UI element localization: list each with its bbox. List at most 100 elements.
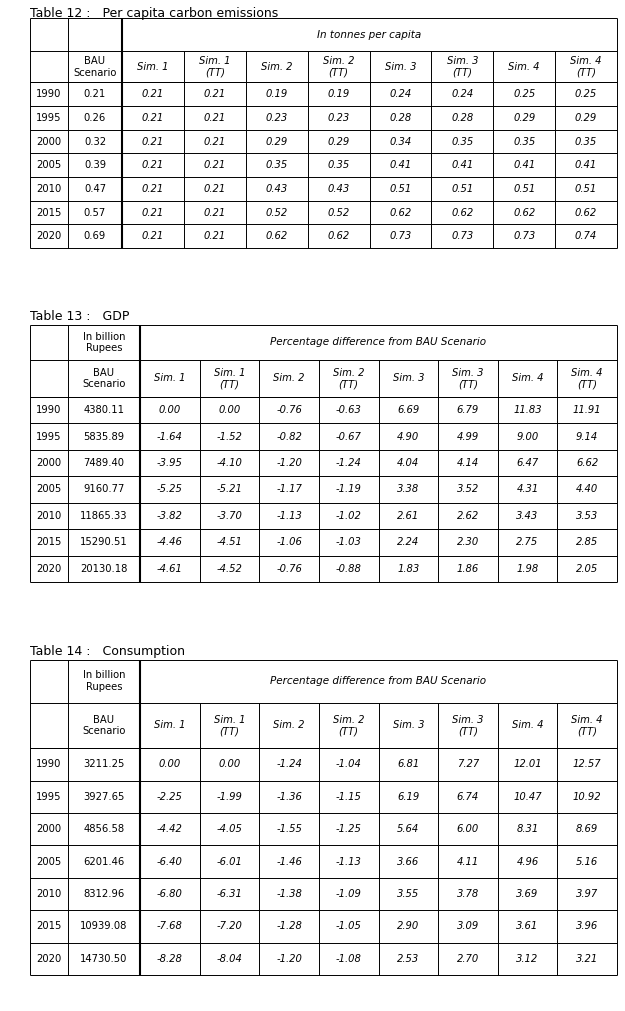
Text: 10.92: 10.92 bbox=[573, 792, 601, 802]
Text: -1.19: -1.19 bbox=[336, 484, 362, 494]
Text: -2.25: -2.25 bbox=[157, 792, 182, 802]
Text: 1.86: 1.86 bbox=[457, 564, 479, 574]
Text: -1.28: -1.28 bbox=[276, 921, 302, 931]
Text: 0.21: 0.21 bbox=[204, 207, 226, 217]
Text: 7.27: 7.27 bbox=[457, 759, 479, 769]
Text: 2005: 2005 bbox=[36, 160, 62, 170]
Text: 3211.25: 3211.25 bbox=[83, 759, 125, 769]
Text: Sim. 2
(TT): Sim. 2 (TT) bbox=[333, 368, 364, 389]
Text: 1.83: 1.83 bbox=[398, 564, 419, 574]
Text: Sim. 4: Sim. 4 bbox=[512, 721, 543, 730]
Text: In tonnes per capita: In tonnes per capita bbox=[318, 29, 422, 39]
Text: 8.31: 8.31 bbox=[516, 824, 539, 834]
Text: 0.51: 0.51 bbox=[451, 184, 474, 194]
Text: 2010: 2010 bbox=[36, 889, 62, 899]
Text: 3.66: 3.66 bbox=[398, 856, 419, 866]
Text: 1990: 1990 bbox=[36, 405, 62, 416]
Text: 2.05: 2.05 bbox=[576, 564, 598, 574]
Text: 0.47: 0.47 bbox=[84, 184, 106, 194]
Text: -4.52: -4.52 bbox=[216, 564, 242, 574]
Text: 0.21: 0.21 bbox=[204, 89, 226, 99]
Text: 0.19: 0.19 bbox=[266, 89, 288, 99]
Text: 0.23: 0.23 bbox=[328, 113, 350, 123]
Text: 0.51: 0.51 bbox=[389, 184, 412, 194]
Text: 6.69: 6.69 bbox=[398, 405, 419, 416]
Text: 0.21: 0.21 bbox=[142, 207, 164, 217]
Text: 0.73: 0.73 bbox=[389, 232, 412, 242]
Text: -1.24: -1.24 bbox=[276, 759, 302, 769]
Text: 4.96: 4.96 bbox=[516, 856, 539, 866]
Text: 3.97: 3.97 bbox=[576, 889, 598, 899]
Text: Sim. 1: Sim. 1 bbox=[154, 721, 186, 730]
Text: -0.63: -0.63 bbox=[336, 405, 362, 416]
Text: 0.62: 0.62 bbox=[575, 207, 598, 217]
Text: 1.98: 1.98 bbox=[516, 564, 539, 574]
Text: 0.41: 0.41 bbox=[451, 160, 474, 170]
Text: -5.25: -5.25 bbox=[157, 484, 182, 494]
Text: 11865.33: 11865.33 bbox=[80, 511, 128, 521]
Text: -8.04: -8.04 bbox=[216, 953, 242, 963]
Text: -1.05: -1.05 bbox=[336, 921, 362, 931]
Text: 11.91: 11.91 bbox=[573, 405, 601, 416]
Text: 4.31: 4.31 bbox=[516, 484, 539, 494]
Text: 1995: 1995 bbox=[36, 432, 62, 442]
Text: -6.01: -6.01 bbox=[216, 856, 242, 866]
Text: Percentage difference from BAU Scenario: Percentage difference from BAU Scenario bbox=[271, 338, 487, 348]
Text: 0.35: 0.35 bbox=[575, 136, 598, 147]
Text: 0.41: 0.41 bbox=[389, 160, 412, 170]
Text: -3.95: -3.95 bbox=[157, 458, 182, 468]
Text: BAU
Scenario: BAU Scenario bbox=[82, 368, 126, 389]
Text: 0.52: 0.52 bbox=[266, 207, 288, 217]
Text: Sim. 4
(TT): Sim. 4 (TT) bbox=[571, 56, 602, 78]
Text: -3.70: -3.70 bbox=[216, 511, 242, 521]
Text: 0.00: 0.00 bbox=[159, 405, 181, 416]
Text: BAU
Scenario: BAU Scenario bbox=[82, 715, 126, 736]
Text: -4.46: -4.46 bbox=[157, 538, 182, 547]
Text: 6.79: 6.79 bbox=[457, 405, 479, 416]
Text: 2.24: 2.24 bbox=[398, 538, 419, 547]
Text: Sim. 1
(TT): Sim. 1 (TT) bbox=[214, 368, 245, 389]
Text: 2000: 2000 bbox=[36, 458, 61, 468]
Text: 0.21: 0.21 bbox=[204, 160, 226, 170]
Text: 0.00: 0.00 bbox=[159, 759, 181, 769]
Text: 0.21: 0.21 bbox=[142, 160, 164, 170]
Text: -4.10: -4.10 bbox=[216, 458, 242, 468]
Text: 0.34: 0.34 bbox=[389, 136, 412, 147]
Text: In billion
Rupees: In billion Rupees bbox=[82, 670, 125, 693]
Text: -1.55: -1.55 bbox=[276, 824, 302, 834]
Text: -1.25: -1.25 bbox=[336, 824, 362, 834]
Text: 8.69: 8.69 bbox=[576, 824, 598, 834]
Text: 0.21: 0.21 bbox=[204, 113, 226, 123]
Text: 0.43: 0.43 bbox=[266, 184, 288, 194]
Text: Sim. 3: Sim. 3 bbox=[392, 373, 424, 383]
Text: Percentage difference from BAU Scenario: Percentage difference from BAU Scenario bbox=[271, 676, 487, 686]
Text: Sim. 1
(TT): Sim. 1 (TT) bbox=[199, 56, 231, 78]
Text: Sim. 1: Sim. 1 bbox=[138, 62, 169, 72]
Text: 0.35: 0.35 bbox=[451, 136, 474, 147]
Text: 6.81: 6.81 bbox=[398, 759, 419, 769]
Text: -0.76: -0.76 bbox=[276, 405, 302, 416]
Text: 0.35: 0.35 bbox=[328, 160, 350, 170]
Text: 3.55: 3.55 bbox=[398, 889, 419, 899]
Text: 3.53: 3.53 bbox=[576, 511, 598, 521]
Text: 4.14: 4.14 bbox=[457, 458, 479, 468]
Text: 7489.40: 7489.40 bbox=[84, 458, 124, 468]
Text: 2.90: 2.90 bbox=[398, 921, 419, 931]
Text: 0.35: 0.35 bbox=[266, 160, 288, 170]
Text: -1.04: -1.04 bbox=[336, 759, 362, 769]
Text: -4.42: -4.42 bbox=[157, 824, 182, 834]
Text: 3.21: 3.21 bbox=[576, 953, 598, 963]
Text: 0.52: 0.52 bbox=[328, 207, 350, 217]
Text: -7.68: -7.68 bbox=[157, 921, 182, 931]
Text: 5.16: 5.16 bbox=[576, 856, 598, 866]
Text: -1.20: -1.20 bbox=[276, 458, 302, 468]
Text: 2.70: 2.70 bbox=[457, 953, 479, 963]
Text: 3.12: 3.12 bbox=[516, 953, 539, 963]
Text: 2020: 2020 bbox=[36, 564, 62, 574]
Text: -7.20: -7.20 bbox=[216, 921, 242, 931]
Text: 1995: 1995 bbox=[36, 113, 62, 123]
Text: 4.11: 4.11 bbox=[457, 856, 479, 866]
Text: 0.29: 0.29 bbox=[266, 136, 288, 147]
Text: 0.21: 0.21 bbox=[142, 232, 164, 242]
Text: 0.35: 0.35 bbox=[513, 136, 535, 147]
